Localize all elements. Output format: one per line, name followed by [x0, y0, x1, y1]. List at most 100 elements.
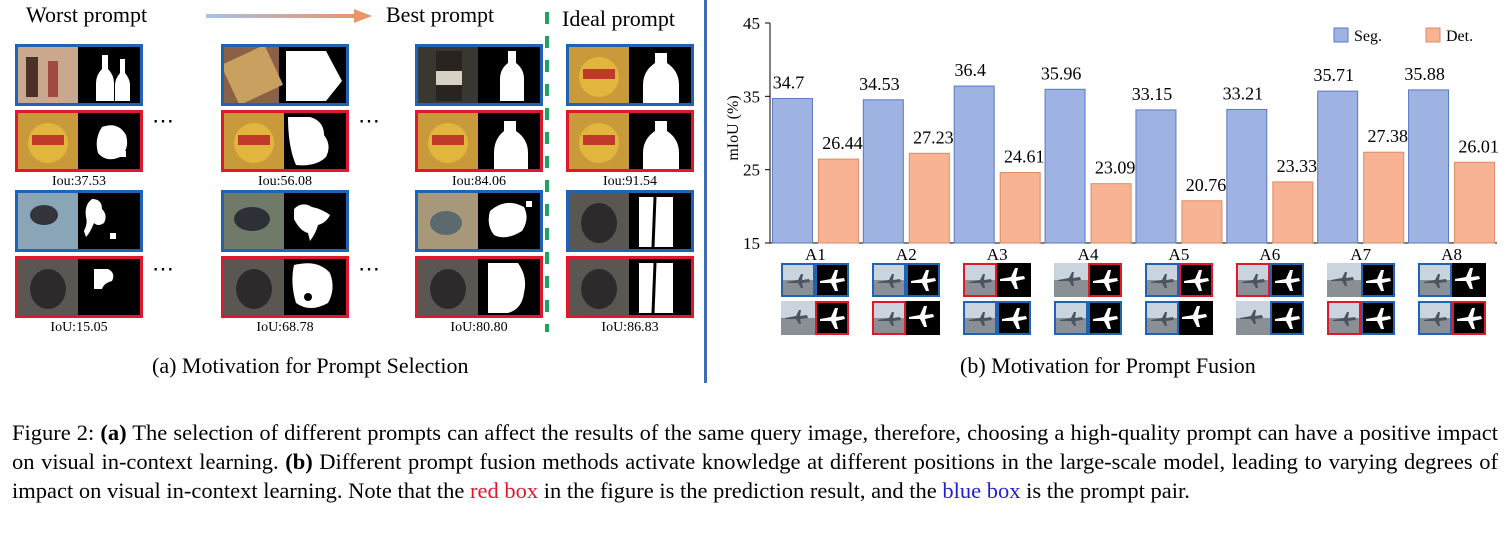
ellipsis: ⋯ [152, 108, 176, 133]
x-tick-label: A1 [805, 245, 826, 260]
fusion-thumbnail-grid [1144, 263, 1213, 335]
prompt-thumbnail [1054, 301, 1089, 335]
plane-icon [1150, 312, 1174, 326]
x-tick-label: A8 [1441, 245, 1462, 260]
plane-mask-icon [1002, 308, 1028, 329]
query-thumbnail [997, 263, 1032, 297]
pred-mask-icon [579, 121, 679, 169]
prompt-thumbnail [1360, 301, 1395, 335]
prompt-thumbnail [1144, 301, 1179, 335]
plane-icon [1058, 272, 1082, 286]
prediction-box [221, 110, 349, 172]
bird-mask-icon [18, 193, 116, 249]
bird-mask-icon [234, 204, 330, 241]
plane-icon [878, 312, 902, 326]
bottle-mask-icon [579, 53, 679, 103]
seg-bar [1135, 109, 1177, 244]
seg-value-label: 35.71 [1313, 65, 1354, 85]
quality-gradient-arrow [206, 9, 372, 23]
seg-value-label: 34.7 [773, 73, 805, 93]
prompt-pair-box [220, 44, 349, 106]
caption-text: is the prompt pair. [1020, 478, 1190, 503]
legend-swatch [1425, 27, 1441, 43]
prompt-pair-box [566, 44, 694, 106]
plane-mask-icon [1183, 270, 1209, 291]
seg-value-label: 34.53 [859, 74, 900, 94]
det-value-label: 26.44 [822, 133, 863, 153]
prompt-thumbnail [1144, 263, 1179, 297]
prompt-pair-box [15, 190, 143, 252]
seg-bar [862, 99, 904, 244]
caption-text: in the figure is the prediction result, … [538, 478, 943, 503]
seg-value-label: 33.21 [1223, 83, 1264, 103]
caption-text: Different prompt fusion methods activate… [12, 449, 1498, 503]
prediction-box [415, 256, 543, 318]
prompt-thumbnail [906, 263, 941, 297]
prediction-box [15, 110, 143, 172]
det-value-label: 27.23 [913, 127, 954, 147]
det-value-label: 27.38 [1367, 126, 1408, 146]
figure-label: Figure 2: [12, 420, 95, 445]
det-value-label: 23.33 [1277, 156, 1318, 176]
prompt-thumbnail [997, 301, 1032, 335]
prompt-thumbnail [1360, 263, 1395, 297]
bird-mask-icon [581, 196, 673, 248]
det-bar [908, 152, 950, 244]
fusion-thumbnail-grid [1054, 263, 1123, 335]
seg-value-label: 36.4 [954, 60, 986, 80]
pred-mask-icon [581, 262, 673, 314]
caption-tag-a: (a) [100, 420, 127, 445]
prompt-thumbnail [963, 301, 998, 335]
y-tick-label: 15 [743, 234, 760, 253]
fusion-thumbnail-grid [1326, 263, 1395, 335]
fusion-thumbnail-grid [1235, 263, 1304, 335]
prediction-thumbnail [963, 263, 998, 297]
query-thumbnail [906, 301, 941, 335]
prompt-thumbnail [1269, 263, 1304, 297]
legend-label: Det. [1446, 28, 1473, 45]
y-axis-label: mIoU (%) [725, 95, 742, 160]
seg-bar [771, 98, 813, 244]
ellipsis: ⋯ [358, 256, 382, 281]
prediction-box [415, 110, 543, 172]
plane-icon [785, 310, 809, 324]
prompt-thumbnail [872, 263, 907, 297]
x-tick-label: A6 [1259, 245, 1280, 260]
prediction-box [566, 256, 694, 318]
ellipsis: ⋯ [152, 256, 176, 281]
prompt-thumbnail [815, 263, 850, 297]
iou-score: Iou:56.08 [257, 174, 313, 189]
pred-mask-icon [430, 263, 526, 313]
plane-icon [1150, 274, 1174, 288]
prompt-thumbnail [1088, 301, 1123, 335]
prompt-thumbnail [1417, 263, 1452, 297]
worst-prompt-label: Worst prompt [26, 2, 148, 27]
plane-mask-icon [820, 270, 846, 291]
plane-icon [969, 274, 993, 288]
x-tick-label: A3 [987, 245, 1008, 260]
det-bar [1272, 181, 1314, 244]
iou-score: IoU:80.80 [450, 320, 508, 335]
plane-mask-icon [1093, 308, 1119, 329]
iou-score: Iou:84.06 [451, 174, 507, 189]
prompt-pair-box [221, 190, 349, 252]
fusion-thumbnail-grid [781, 263, 850, 335]
prompt-thumbnail [781, 263, 816, 297]
seg-value-label: 35.96 [1041, 63, 1082, 83]
seg-bar [1408, 89, 1450, 244]
plane-mask-icon [1365, 308, 1391, 329]
det-value-label: 24.61 [1004, 147, 1045, 167]
query-thumbnail [781, 301, 816, 335]
plane-icon [1241, 274, 1265, 288]
panel-divider [704, 0, 707, 383]
x-tick-label: A7 [1350, 245, 1371, 260]
seg-bar [953, 85, 995, 244]
prompt-pair-box [15, 44, 143, 106]
plane-mask-icon [1274, 270, 1300, 291]
legend-label: Seg. [1354, 28, 1382, 45]
plane-mask-icon [1365, 270, 1391, 291]
plane-mask-icon [1274, 308, 1300, 329]
prompt-pair-box [566, 190, 694, 252]
plane-mask-icon [909, 306, 935, 327]
iou-score: IoU:68.78 [256, 320, 314, 335]
